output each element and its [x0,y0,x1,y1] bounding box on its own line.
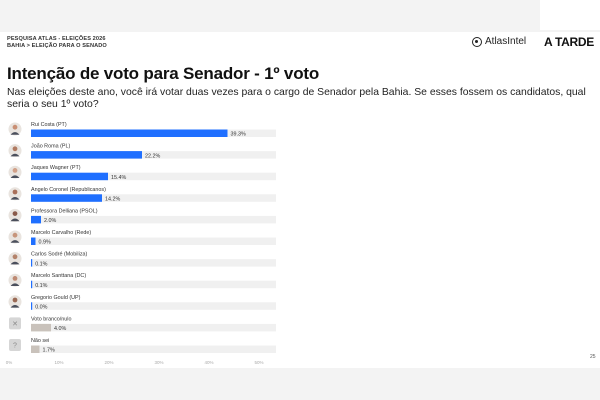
row-label: Gregorio Gould (UP) [31,295,81,301]
x-tick-label: 20% [104,360,113,365]
page-title: Intenção de voto para Senador - 1º voto [7,64,320,83]
row-label: Não sei [31,338,49,344]
avatar-head-icon [12,297,18,303]
bar-track [31,215,276,224]
avatar-head-icon [12,168,18,173]
avatar-head-icon [12,124,18,130]
bar-track [31,259,276,267]
avatar-body-icon [10,175,20,178]
bar [31,323,51,332]
data-label: 2.0% [44,218,56,224]
bar [31,280,33,289]
bar-track [31,172,276,181]
data-label: 1.7% [43,348,55,354]
page-subtitle: Nas eleições deste ano, você irá votar d… [7,87,586,110]
data-label: 39.3% [231,132,246,138]
unknown-icon [9,339,21,351]
breadcrumb: BAHIA > ELEIÇÃO PARA O SENADO [7,43,107,49]
avatar-body-icon [10,153,20,157]
blank-vote-icon [9,317,21,330]
avatar-head-icon [12,232,18,238]
x-tick-label: 40% [204,360,213,365]
data-label: 0.1% [35,261,47,267]
row-label: Carlos Sodré (Mobiliza) [31,252,88,258]
avatar-head-icon [12,189,18,195]
data-label: 4.0% [54,326,66,332]
unknown-glyph: ? [13,343,17,350]
corner-box [540,0,600,30]
row-label: Voto branco/nulo [31,316,71,322]
bar-track [31,302,276,310]
avatar-head-icon [12,146,18,152]
atlas-logo-icon [472,36,482,47]
bar [31,345,40,353]
data-label: 0.0% [35,305,47,311]
avatar-head-icon [12,254,18,260]
survey-line: PESQUISA ATLAS - ELEIÇÕES 2026 [7,36,106,42]
row-label: Rui Costa (PT) [31,122,67,128]
avatar-head-icon [12,211,18,217]
row-label: Jaques Wagner (PT) [31,165,81,171]
bar-track [31,194,276,202]
avatar-body-icon [10,218,20,222]
avatar-body-icon [10,304,20,308]
x-tick-label: 10% [54,360,63,365]
row-label: João Roma (PL) [31,144,70,150]
avatar-body-icon [10,240,20,243]
avatar-body-icon [10,132,20,135]
bar-track [31,237,276,245]
bar [31,129,228,137]
x-tick-label: 0% [6,360,13,365]
row-label: Professora Delliana (PSOL) [31,208,98,214]
bar [31,151,142,159]
avatar-body-icon [10,283,20,286]
avatar-body-icon [10,261,20,265]
atlasintel-logo-text: AtlasIntel [485,36,527,47]
atlasintel-logo: AtlasIntel [472,36,526,47]
bar-track [31,151,276,159]
bar [31,215,41,224]
blank-vote-glyph: ✕ [12,321,18,328]
row-label: Marcelo Santtana (DC) [31,273,86,279]
x-tick-label: 50% [254,360,263,365]
bar-track [31,345,276,353]
bar [31,172,108,181]
bar [31,302,33,310]
atarde-logo: A TARDE [544,35,594,49]
bar-track [31,323,276,332]
data-label: 14.2% [105,197,120,203]
row-label: Marcelo Carvalho (Rede) [31,230,91,236]
data-label: 15.4% [111,175,126,181]
avatar-head-icon [12,276,18,281]
bar [31,194,102,202]
avatar-body-icon [10,196,20,200]
bar [31,259,33,267]
data-label: 22.2% [145,153,160,159]
row-label: Angelo Coronel (Republicanos) [31,187,106,193]
data-label: 0.9% [39,240,51,246]
data-label: 0.1% [35,283,47,289]
x-tick-label: 30% [154,360,163,365]
bar [31,237,36,245]
bar-track [31,280,276,289]
page-number: 25 [590,354,596,360]
